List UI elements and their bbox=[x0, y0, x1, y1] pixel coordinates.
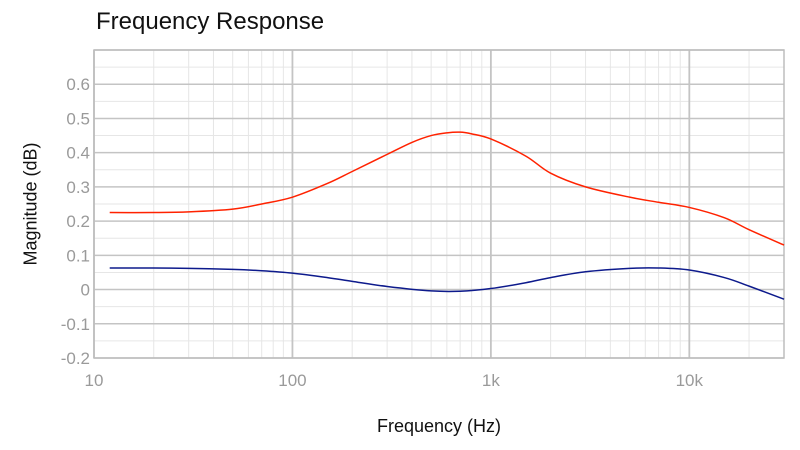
series-lines bbox=[109, 131, 785, 300]
y-axis-title: Magnitude (dB) bbox=[20, 142, 40, 265]
x-tick-labels: 10 100 1k 10k bbox=[85, 371, 704, 390]
x-tick-label: 10 bbox=[85, 371, 104, 390]
y-tick-label: -0.1 bbox=[61, 315, 90, 334]
y-tick-labels: 0.6 0.5 0.4 0.3 0.2 0.1 0 -0.1 -0.2 bbox=[61, 75, 90, 368]
y-tick-label: 0.3 bbox=[66, 178, 90, 197]
x-tick-label: 10k bbox=[676, 371, 704, 390]
series-line-2 bbox=[109, 267, 785, 300]
x-tick-label: 100 bbox=[278, 371, 306, 390]
x-tick-label: 1k bbox=[482, 371, 500, 390]
minor-gridlines bbox=[94, 50, 785, 358]
y-tick-label: 0.6 bbox=[66, 75, 90, 94]
chart-title: Frequency Response bbox=[96, 8, 325, 35]
y-tick-label: 0.2 bbox=[66, 212, 90, 231]
plot-frame bbox=[93, 49, 785, 359]
y-tick-label: 0.1 bbox=[66, 246, 90, 265]
y-tick-label: 0.5 bbox=[66, 109, 90, 128]
y-tick-label: 0 bbox=[81, 281, 90, 300]
y-tick-label: 0.4 bbox=[66, 144, 90, 163]
y-tick-label: -0.2 bbox=[61, 349, 90, 368]
x-axis-title: Frequency (Hz) bbox=[377, 416, 501, 436]
series-line-1 bbox=[109, 131, 785, 246]
